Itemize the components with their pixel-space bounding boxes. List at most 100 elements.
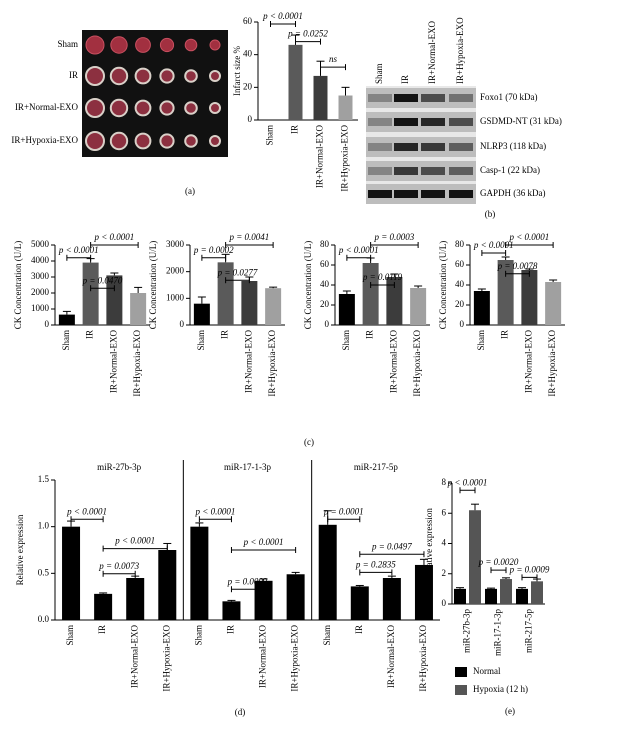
x-tick-label: miR-217-5p: [524, 609, 534, 653]
bar: [338, 95, 353, 120]
y-tick-label: 1.5: [38, 474, 50, 484]
panel-title: miR-27b-3p: [97, 462, 141, 472]
annotation: p = 0.0073: [98, 561, 139, 571]
bar: [382, 578, 401, 620]
x-tick-label: IR+Hypoxia-EXO: [412, 330, 422, 397]
y-tick-label: 4: [442, 538, 447, 548]
lane-label: IR+Hypoxia-EXO: [455, 17, 465, 84]
y-axis-label: CK Concentration (U/L): [13, 241, 23, 329]
band-label: NLRP3 (118 kDa): [480, 141, 546, 151]
y-tick-label: 2: [442, 568, 447, 578]
x-tick-label: IR+Hypoxia-EXO: [267, 330, 277, 397]
x-tick-label: Sham: [341, 330, 351, 351]
y-tick-label: 2000: [31, 287, 50, 297]
annotation: p < 0.0001: [66, 506, 107, 516]
x-tick-label: Sham: [322, 625, 332, 646]
lane-label: IR+Normal-EXO: [427, 20, 437, 84]
heart-slice: [159, 100, 175, 116]
row-label: IR+Normal-EXO: [15, 102, 79, 112]
panel-label: (a): [185, 186, 195, 196]
blot-band: [394, 118, 418, 126]
x-tick-label: IR+Normal-EXO: [386, 625, 396, 689]
bar: [469, 510, 481, 604]
blot-band: [368, 190, 392, 198]
lane-label: Sham: [374, 63, 384, 84]
x-tick-label: miR-17-1-3p: [493, 609, 503, 656]
blot-band: [421, 143, 445, 151]
annotation: p = 0.0497: [371, 541, 412, 551]
heart-slice: [109, 98, 129, 118]
bar: [485, 588, 497, 604]
x-tick-label: IR+Hypoxia-EXO: [547, 330, 557, 397]
y-tick-label: 1.0: [38, 521, 50, 531]
x-tick-label: miR-27b-3p: [462, 609, 472, 653]
blot-band: [394, 167, 418, 175]
band-label: Foxo1 (70 kDa): [480, 92, 538, 102]
blot-band: [449, 143, 473, 151]
x-tick-label: Sham: [193, 625, 203, 646]
blot-band: [368, 167, 392, 175]
heart-slice: [159, 68, 175, 84]
heart-slice: [209, 39, 221, 51]
blot-band: [368, 94, 392, 102]
x-tick-label: IR: [290, 125, 300, 134]
bar: [531, 581, 543, 604]
bar: [497, 260, 514, 325]
bar: [130, 293, 147, 325]
y-axis-label: Relative expression: [424, 508, 434, 579]
bar: [217, 262, 234, 325]
blot-band: [368, 118, 392, 126]
x-tick-label: IR+Normal-EXO: [523, 330, 533, 394]
y-tick-label: 0.0: [38, 614, 50, 624]
bar: [58, 314, 75, 325]
annotation: p < 0.0001: [473, 240, 514, 250]
y-tick-label: 60: [320, 259, 330, 269]
annotation: p = 0.0003: [373, 232, 414, 242]
y-tick-label: 0.5: [38, 567, 50, 577]
blot-band: [449, 167, 473, 175]
annotation: p = 0.0002: [193, 245, 234, 255]
blot-band: [449, 190, 473, 198]
bar: [82, 262, 99, 325]
y-tick-label: 0: [45, 319, 50, 329]
blot-band: [421, 94, 445, 102]
x-tick-label: IR+Normal-EXO: [129, 625, 139, 689]
annotation: ns: [329, 54, 338, 64]
blot-band: [368, 143, 392, 151]
bar: [193, 303, 210, 325]
x-tick-label: IR+Normal-EXO: [388, 330, 398, 394]
y-axis-label: CK Concentration (U/L): [148, 241, 158, 329]
annotation: p < 0.0001: [195, 506, 236, 516]
bar: [454, 588, 466, 604]
x-tick-label: IR+Hypoxia-EXO: [418, 625, 428, 692]
bar: [350, 586, 369, 620]
x-tick-label: IR: [220, 330, 230, 339]
x-tick-label: IR+Normal-EXO: [108, 330, 118, 394]
bar: [222, 601, 241, 620]
band-label: Casp-1 (22 kDa): [480, 165, 540, 175]
legend-swatch: [455, 667, 467, 677]
bar: [410, 288, 427, 325]
y-tick-label: 20: [455, 299, 465, 309]
y-tick-label: 1000: [31, 303, 50, 313]
bar: [288, 44, 303, 120]
y-tick-label: 20: [320, 299, 330, 309]
annotation: p < 0.0001: [93, 232, 134, 242]
band-label: GSDMD-NT (31 kDa): [480, 116, 562, 126]
bar: [386, 277, 403, 325]
heart-slice: [159, 133, 175, 149]
y-axis-label: Relative expression: [15, 514, 25, 585]
x-tick-label: IR+Normal-EXO: [243, 330, 253, 394]
x-tick-label: IR+Hypoxia-EXO: [340, 125, 350, 192]
bar: [254, 580, 273, 620]
annotation: p = 0.0041: [228, 232, 269, 242]
bar: [62, 526, 81, 620]
bar: [414, 564, 433, 620]
panel-title: miR-217-5p: [354, 462, 398, 472]
annotation: p = 0.0119: [362, 272, 403, 282]
x-tick-label: IR+Hypoxia-EXO: [132, 330, 142, 397]
bar: [521, 270, 538, 325]
row-label: IR: [69, 70, 78, 80]
panel-label: (d): [235, 707, 246, 717]
x-tick-label: IR: [500, 330, 510, 339]
